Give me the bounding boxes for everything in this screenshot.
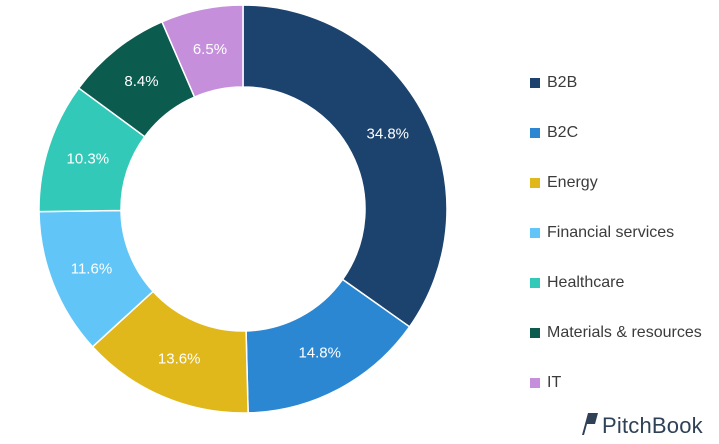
legend-label: B2B	[547, 74, 578, 91]
legend-swatch	[530, 78, 540, 88]
slice-label-healthcare: 10.3%	[67, 151, 110, 168]
legend-swatch	[530, 178, 540, 188]
brand-logo: PitchBook	[579, 410, 703, 441]
legend-item-materials-resources: Materials & resources	[530, 308, 702, 358]
slice-label-b2c: 14.8%	[298, 344, 341, 361]
legend-swatch	[530, 128, 540, 138]
legend-label: B2C	[547, 124, 579, 141]
legend-item-b2c: B2C	[530, 108, 702, 158]
slice-label-b2b: 34.8%	[366, 126, 409, 143]
slice-label-it: 6.5%	[193, 41, 227, 58]
legend-label: Financial services	[547, 224, 675, 241]
legend-item-financial-services: Financial services	[530, 208, 702, 258]
legend-label: IT	[547, 374, 562, 391]
legend: B2B B2C Energy Financial services Health…	[530, 58, 702, 408]
legend-swatch	[530, 278, 540, 288]
brand-name: PitchBook	[602, 412, 703, 438]
legend-label: Energy	[547, 174, 598, 191]
donut-chart: 34.8% 14.8% 13.6% 11.6% 10.3% 8.4% 6.5%	[38, 4, 448, 414]
legend-swatch	[530, 328, 540, 338]
pitchbook-logo-icon	[579, 410, 599, 441]
slice-label-financial-services: 11.6%	[71, 261, 112, 278]
legend-label: Materials & resources	[547, 324, 702, 341]
slice-label-energy: 13.6%	[158, 350, 201, 367]
legend-swatch	[530, 378, 540, 388]
legend-item-b2b: B2B	[530, 58, 702, 108]
slice-b2b	[242, 4, 448, 328]
legend-label: Healthcare	[547, 274, 625, 291]
legend-item-it: IT	[530, 358, 702, 408]
legend-swatch	[530, 228, 540, 238]
legend-item-healthcare: Healthcare	[530, 258, 702, 308]
slice-label-materials-resources: 8.4%	[124, 73, 158, 90]
legend-item-energy: Energy	[530, 158, 702, 208]
slice-it	[160, 4, 244, 99]
